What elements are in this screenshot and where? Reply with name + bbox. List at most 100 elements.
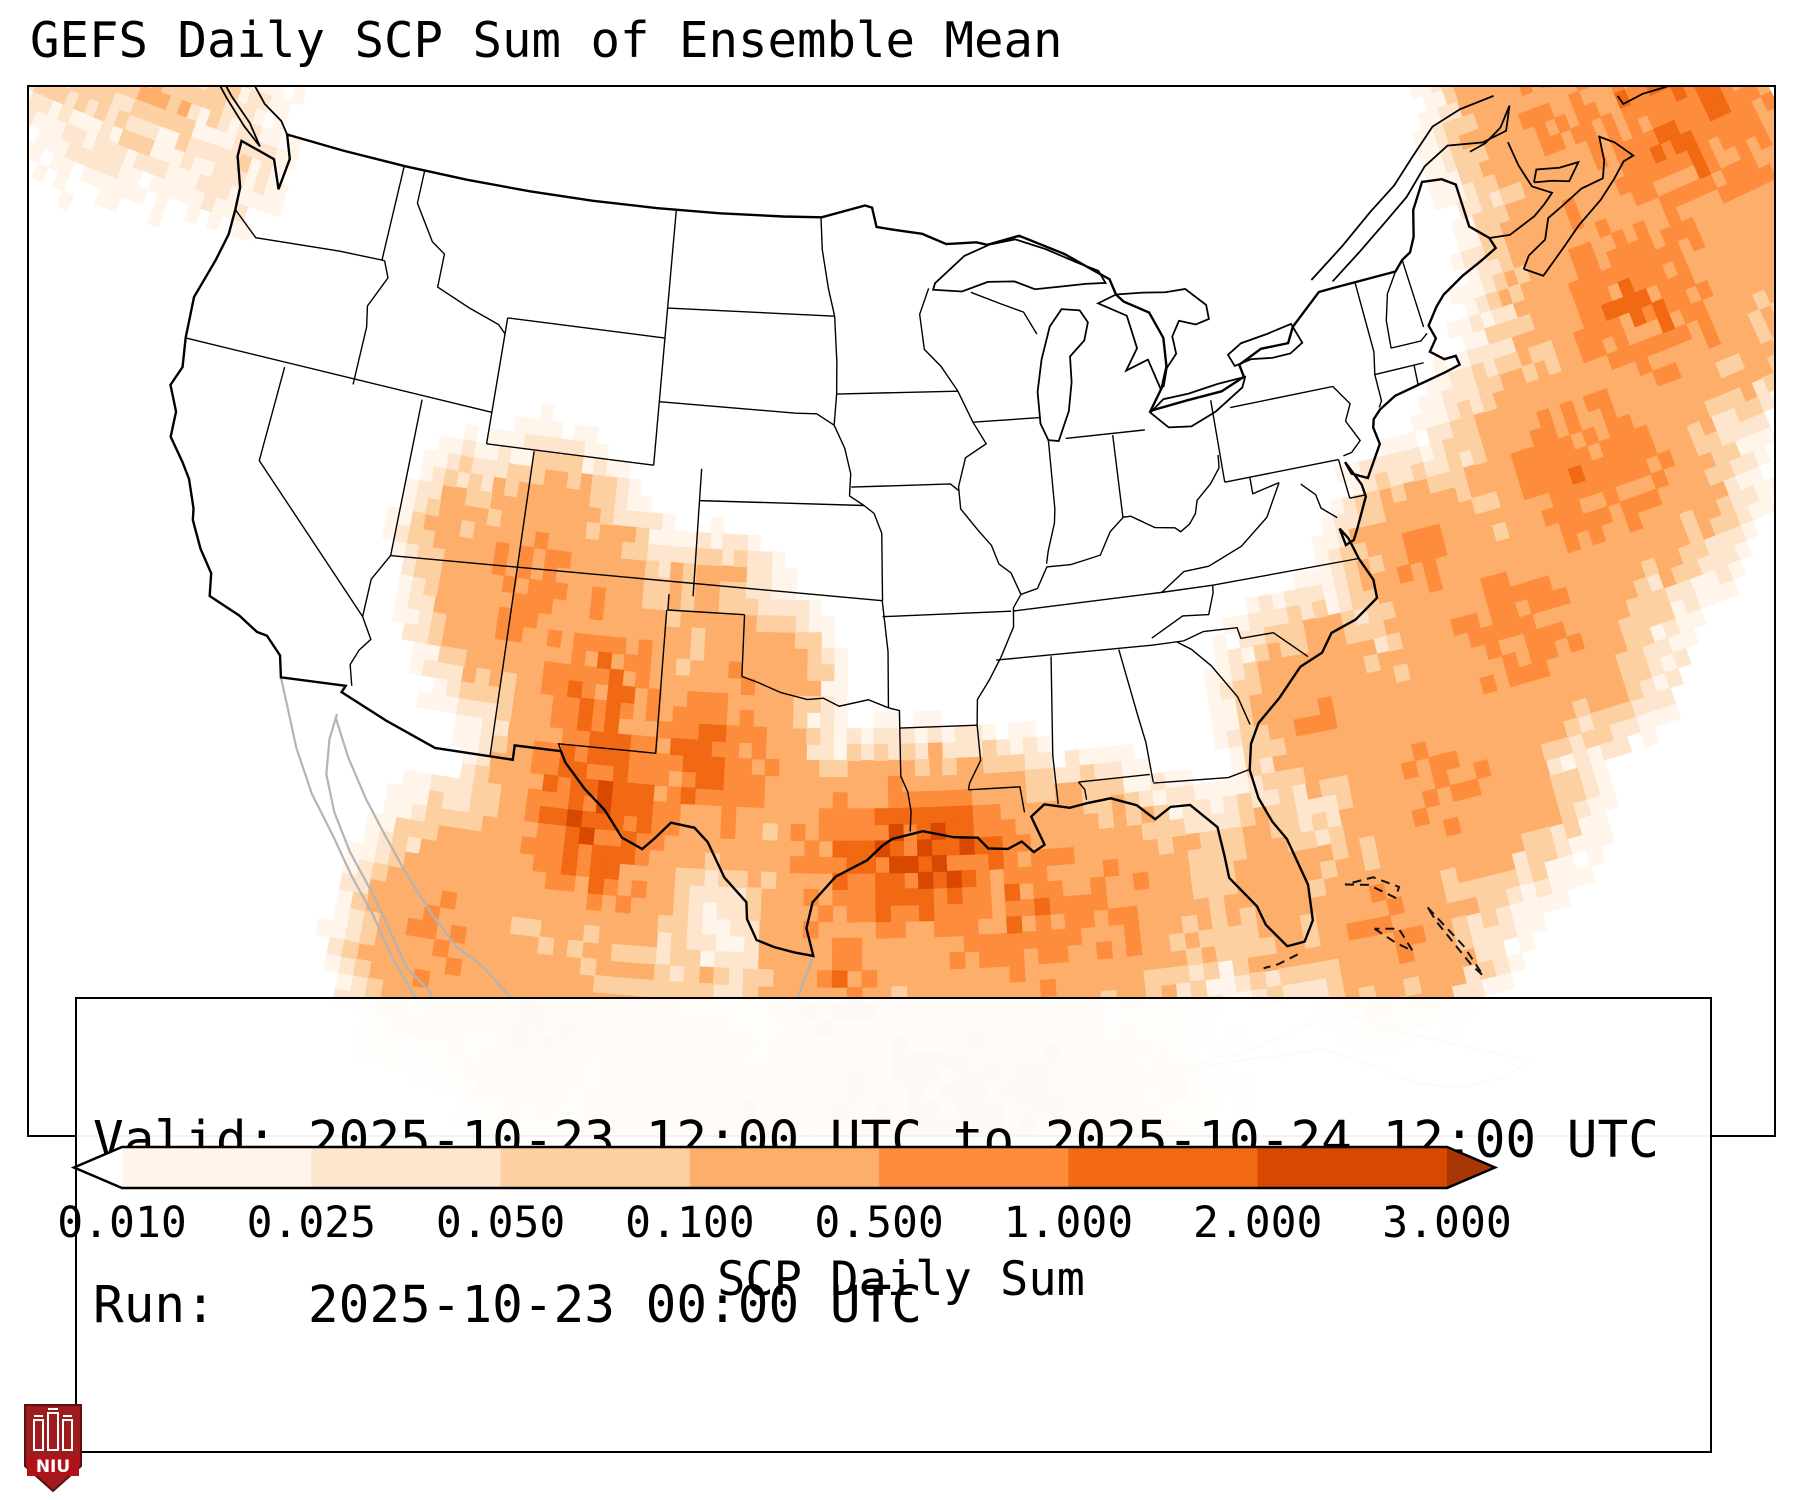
state-border-line (1151, 626, 1309, 658)
state-border-line (1153, 769, 1249, 784)
state-border-line (1337, 459, 1351, 499)
state-border-line (1176, 641, 1251, 725)
state-border-line (381, 165, 405, 261)
lake-outline (1095, 287, 1210, 390)
canada-coastline (219, 87, 261, 148)
state-border-line (863, 504, 884, 601)
state-border-line (699, 499, 865, 507)
conus-outline (169, 132, 1498, 958)
colorbar-under-arrow (74, 1147, 122, 1188)
state-border-line (833, 424, 865, 507)
canada-coastline (1469, 105, 1511, 153)
colorbar-segment (1257, 1147, 1448, 1188)
state-border-line (667, 594, 670, 611)
canada-coastline (1331, 105, 1511, 283)
canada-coastline (1522, 135, 1635, 277)
state-border-line (899, 724, 978, 729)
niu-logo: NIU (24, 1404, 82, 1496)
colorbar-tick-label: 2.000 (1192, 1198, 1323, 1248)
coastline-dashed (1344, 876, 1401, 900)
state-border-line (557, 609, 668, 755)
colorbar-segment (122, 1147, 312, 1188)
niu-shield-icon: NIU (24, 1404, 82, 1493)
coastline-dashed (1263, 953, 1299, 970)
heatmap-layer (29, 87, 1774, 1135)
state-border-line (882, 610, 1012, 618)
colorbar-over-arrow (1447, 1147, 1495, 1188)
state-border-line (659, 401, 835, 426)
state-border-line (185, 337, 493, 414)
colorbar-segment (500, 1147, 691, 1188)
state-border-line (1151, 585, 1214, 639)
state-border-line (833, 316, 838, 426)
canada-coastlines (219, 87, 1668, 283)
state-border-line (1050, 656, 1059, 805)
state-border-line (996, 644, 1153, 661)
coastline-dashed (1426, 906, 1485, 977)
map-panel (27, 85, 1776, 1137)
state-border-line (1210, 400, 1226, 483)
state-border-line (390, 554, 883, 602)
canada-coastline (1310, 95, 1494, 281)
valid-run-info-box: Valid: 2025-10-23 12:00 UTC to 2025-10-24… (75, 997, 1712, 1453)
colorbar-tick-label: 0.025 (246, 1198, 377, 1248)
colorbar-tick-label: 0.010 (57, 1198, 187, 1248)
colorbar-segment (1068, 1147, 1259, 1188)
canada-coastline (1533, 160, 1581, 184)
colorbar-segment (879, 1147, 1070, 1188)
state-border-line (389, 399, 423, 557)
state-border-line (888, 707, 912, 832)
state-border-line (507, 317, 666, 339)
state-border-line (741, 675, 889, 709)
state-border-line (967, 594, 1022, 790)
state-border-line (1224, 458, 1339, 483)
state-border-line (1112, 434, 1124, 518)
colorbar-tick-label: 1.000 (1003, 1198, 1134, 1248)
colorbar-segment (689, 1147, 880, 1188)
state-border-line (361, 555, 391, 617)
state-border-line (485, 317, 509, 444)
canada-coastline (254, 87, 288, 135)
state-border-line (918, 288, 959, 392)
colorbar-tick-label: 0.500 (814, 1198, 944, 1248)
colorbar-axis-label: SCP Daily Sum (717, 1252, 1085, 1307)
great-lakes (931, 238, 1304, 443)
state-border-line (957, 390, 1022, 595)
state-border-line (349, 616, 372, 686)
state-border-line (836, 390, 958, 395)
colorbar (70, 1145, 1499, 1190)
lake-outline (1226, 322, 1304, 368)
state-border-line (1078, 773, 1150, 783)
state-border-line (1401, 259, 1425, 328)
state-border-line (1045, 440, 1056, 564)
colorbar-tick-label: 0.050 (435, 1198, 566, 1248)
niu-logo-text: NIU (36, 1457, 70, 1477)
state-border-line (1249, 477, 1280, 495)
state-border-line (1385, 271, 1397, 349)
colorbar-outline (70, 1145, 1499, 1190)
us-map-svg (29, 87, 1774, 1135)
state-border-line (486, 443, 654, 466)
state-borders (185, 165, 1428, 832)
heatmap-cells (104, 87, 1774, 1135)
state-border-line (1390, 332, 1428, 349)
state-border-line (972, 416, 1040, 423)
canada-coastline (1616, 87, 1668, 106)
lake-outline (931, 238, 1108, 293)
state-border-line (968, 786, 1026, 813)
run-value: 2025-10-23 00:00 UTC (307, 1276, 923, 1335)
state-border-line (1354, 282, 1383, 408)
state-border-line (741, 614, 746, 677)
bahamas-dashed-coastlines (1263, 876, 1485, 977)
state-border-line (489, 451, 535, 757)
state-border-line (258, 367, 364, 617)
coastline-dashed (1373, 927, 1416, 954)
state-border-line (667, 609, 745, 616)
state-border-line (1013, 557, 1359, 612)
state-border-line (234, 209, 385, 262)
state-border-line (352, 260, 389, 385)
state-border-line (1020, 454, 1220, 596)
heatmap-cells (33, 87, 1774, 1135)
run-line: Run: 2025-10-23 00:00 UTC (93, 1278, 1694, 1333)
